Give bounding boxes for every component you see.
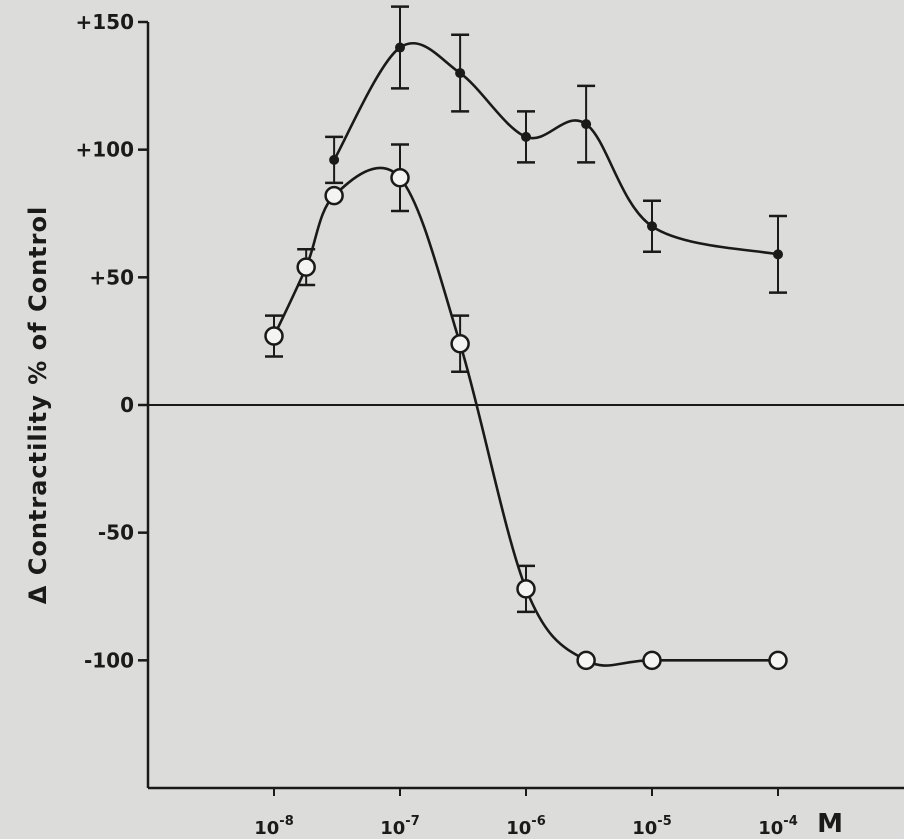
data-point-open [390, 168, 410, 188]
data-point-filled [521, 131, 531, 142]
y-tick-label: -100 [84, 648, 134, 672]
y-tick-label: +100 [75, 138, 134, 162]
y-tick-label: -50 [98, 521, 134, 545]
y-axis-ticks: +150 +100 +50 0 -50 -100 [75, 10, 148, 672]
x-axis-ticks: 10-8 10-7 10-6 10-5 10-4 [254, 788, 798, 839]
y-axis-title: Δ Contractility % of Control [24, 206, 52, 604]
data-point-open [296, 257, 316, 277]
x-tick-label: 10-5 [632, 814, 672, 839]
y-tick-label: +150 [75, 10, 134, 34]
x-tick-label: 10-4 [758, 814, 798, 839]
y-tick-label: +50 [89, 265, 134, 289]
y-tick-label: 0 [120, 393, 134, 417]
x-tick-label: 10-7 [380, 814, 420, 839]
x-tick-label: 10-6 [506, 814, 546, 839]
x-tick-label: 10-8 [254, 814, 294, 839]
data-point-open [264, 326, 284, 346]
data-point-open [324, 185, 344, 206]
data-point-open [450, 333, 470, 354]
data-point-open [516, 579, 536, 599]
data-point-open [576, 650, 596, 671]
x-axis-unit-label: M [817, 809, 843, 839]
data-point-open [768, 650, 788, 671]
data-point-filled [329, 154, 340, 165]
data-point-filled [455, 68, 466, 79]
data-point-filled [581, 119, 592, 130]
data-point-open [642, 650, 662, 671]
data-point-filled [647, 221, 657, 232]
series-points [264, 5, 788, 671]
data-point-filled [395, 42, 405, 53]
data-point-filled [773, 249, 783, 260]
